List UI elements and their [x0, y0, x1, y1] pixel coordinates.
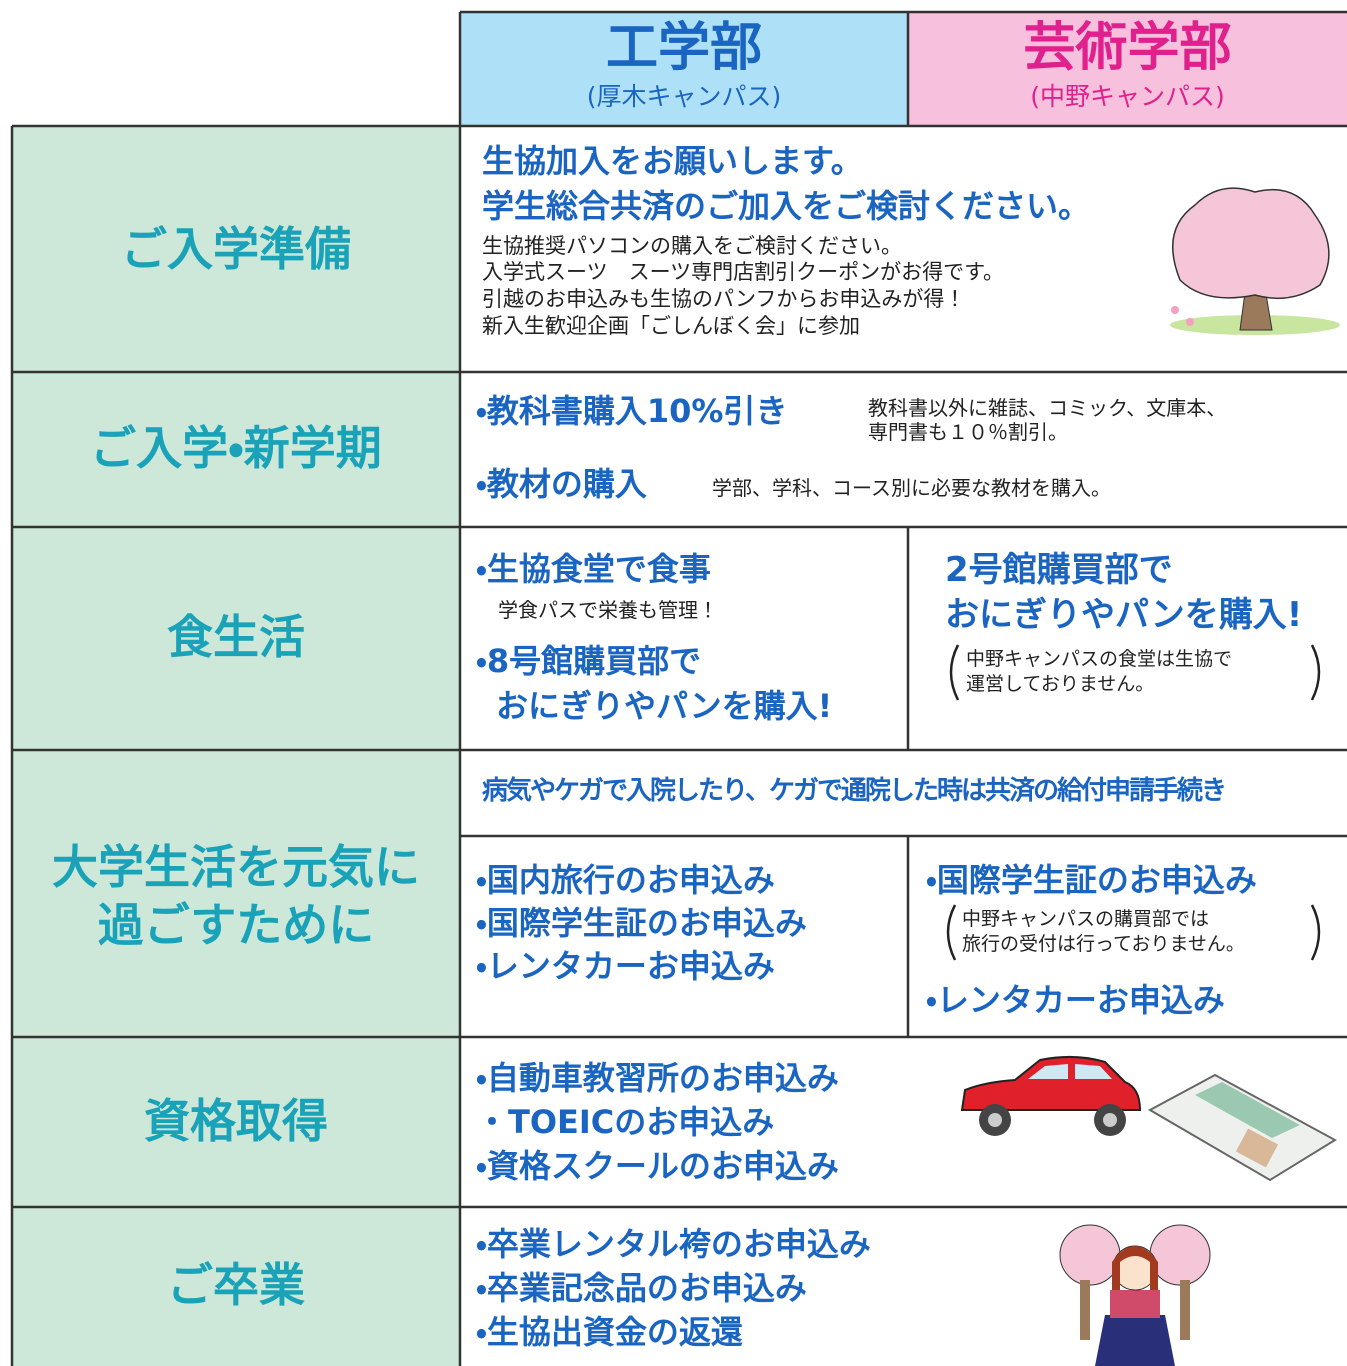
note: 専門書も１０％割引。 — [868, 420, 1068, 444]
note: 入学式スーツ スーツ専門店割引クーポンがお得です。 — [482, 260, 1005, 284]
column-title: 芸術学部 — [1023, 18, 1232, 78]
item: ・レンタカーお申込み — [476, 947, 775, 985]
item: 2号館購買部で — [945, 550, 1173, 590]
note: 中野キャンパスの購買部では — [962, 908, 1210, 930]
item: ・卒業記念品のお申込み — [476, 1269, 807, 1307]
item: ・卒業レンタル袴のお申込み — [476, 1225, 871, 1263]
item: ・生協食堂で食事 — [476, 550, 711, 588]
item: ・資格スクールのお申込み — [476, 1147, 839, 1185]
headline: 生協加入をお願いします。 — [482, 142, 863, 180]
note: 中野キャンパスの食堂は生協で — [966, 648, 1233, 670]
row-label: 食生活 — [167, 610, 305, 664]
note: 運営しておりません。 — [966, 673, 1155, 695]
item: おにぎりやパンを購入! — [945, 595, 1303, 635]
note: 生協推奨パソコンの購入をご検討ください。 — [482, 234, 902, 258]
item: ・教材の購入 — [476, 465, 647, 503]
item: ・国際学生証のお申込み — [926, 861, 1257, 899]
row-label: 大学生活を元気に — [52, 840, 420, 894]
item: ・レンタカーお申込み — [926, 981, 1225, 1019]
label-column — [12, 126, 460, 1366]
brackets — [946, 644, 1321, 961]
graduate-illustration — [1059, 1224, 1211, 1366]
item: ・自動車教習所のお申込み — [476, 1059, 839, 1097]
note: 新入生歓迎企画「ごしんぼく会」に参加 — [482, 314, 860, 338]
note: 教科書以外に雑誌、コミック、文庫本、 — [868, 396, 1227, 420]
car-illustration — [960, 1055, 1142, 1136]
note: 引越のお申込みも生協のパンフからお申込みが得！ — [482, 287, 966, 311]
item: ・国際学生証のお申込み — [476, 904, 807, 942]
item: ・8号館購買部で — [476, 642, 702, 680]
row-label: ご入学・新学期 — [90, 421, 382, 475]
item: ・生協出資金の返還 — [476, 1313, 743, 1351]
row-label: ご入学準備 — [121, 222, 351, 276]
header-cell — [460, 12, 908, 126]
item: おにぎりやパンを購入! — [496, 687, 833, 725]
row-label: 過ごすために — [97, 898, 375, 952]
tree-illustration — [1170, 187, 1340, 335]
note: 学部、学科、コース別に必要な教材を購入。 — [712, 476, 1111, 500]
grid — [10, 10, 1347, 1366]
column-campus: (中野キャンパス) — [1030, 82, 1225, 111]
row-label: ご卒業 — [167, 1258, 305, 1312]
item: ・国内旅行のお申込み — [476, 861, 775, 899]
common-note: 病気やケガで入院したり、ケガで通院した時は共済の給付申請手続き — [482, 776, 1227, 806]
item: ・TOEICのお申込み — [476, 1103, 775, 1141]
note: 学食パスで栄養も管理！ — [498, 598, 718, 622]
header-cell — [908, 12, 1347, 126]
column-title: 工学部 — [605, 18, 762, 78]
note: 旅行の受付は行っておりません。 — [962, 933, 1245, 955]
row-label: 資格取得 — [144, 1094, 328, 1148]
item: ・教科書購入10%引き — [476, 392, 788, 430]
column-campus: (厚木キャンパス) — [586, 82, 782, 111]
license-illustration — [1147, 1073, 1337, 1182]
headline: 学生総合共済のご加入をご検討ください。 — [482, 187, 1091, 225]
